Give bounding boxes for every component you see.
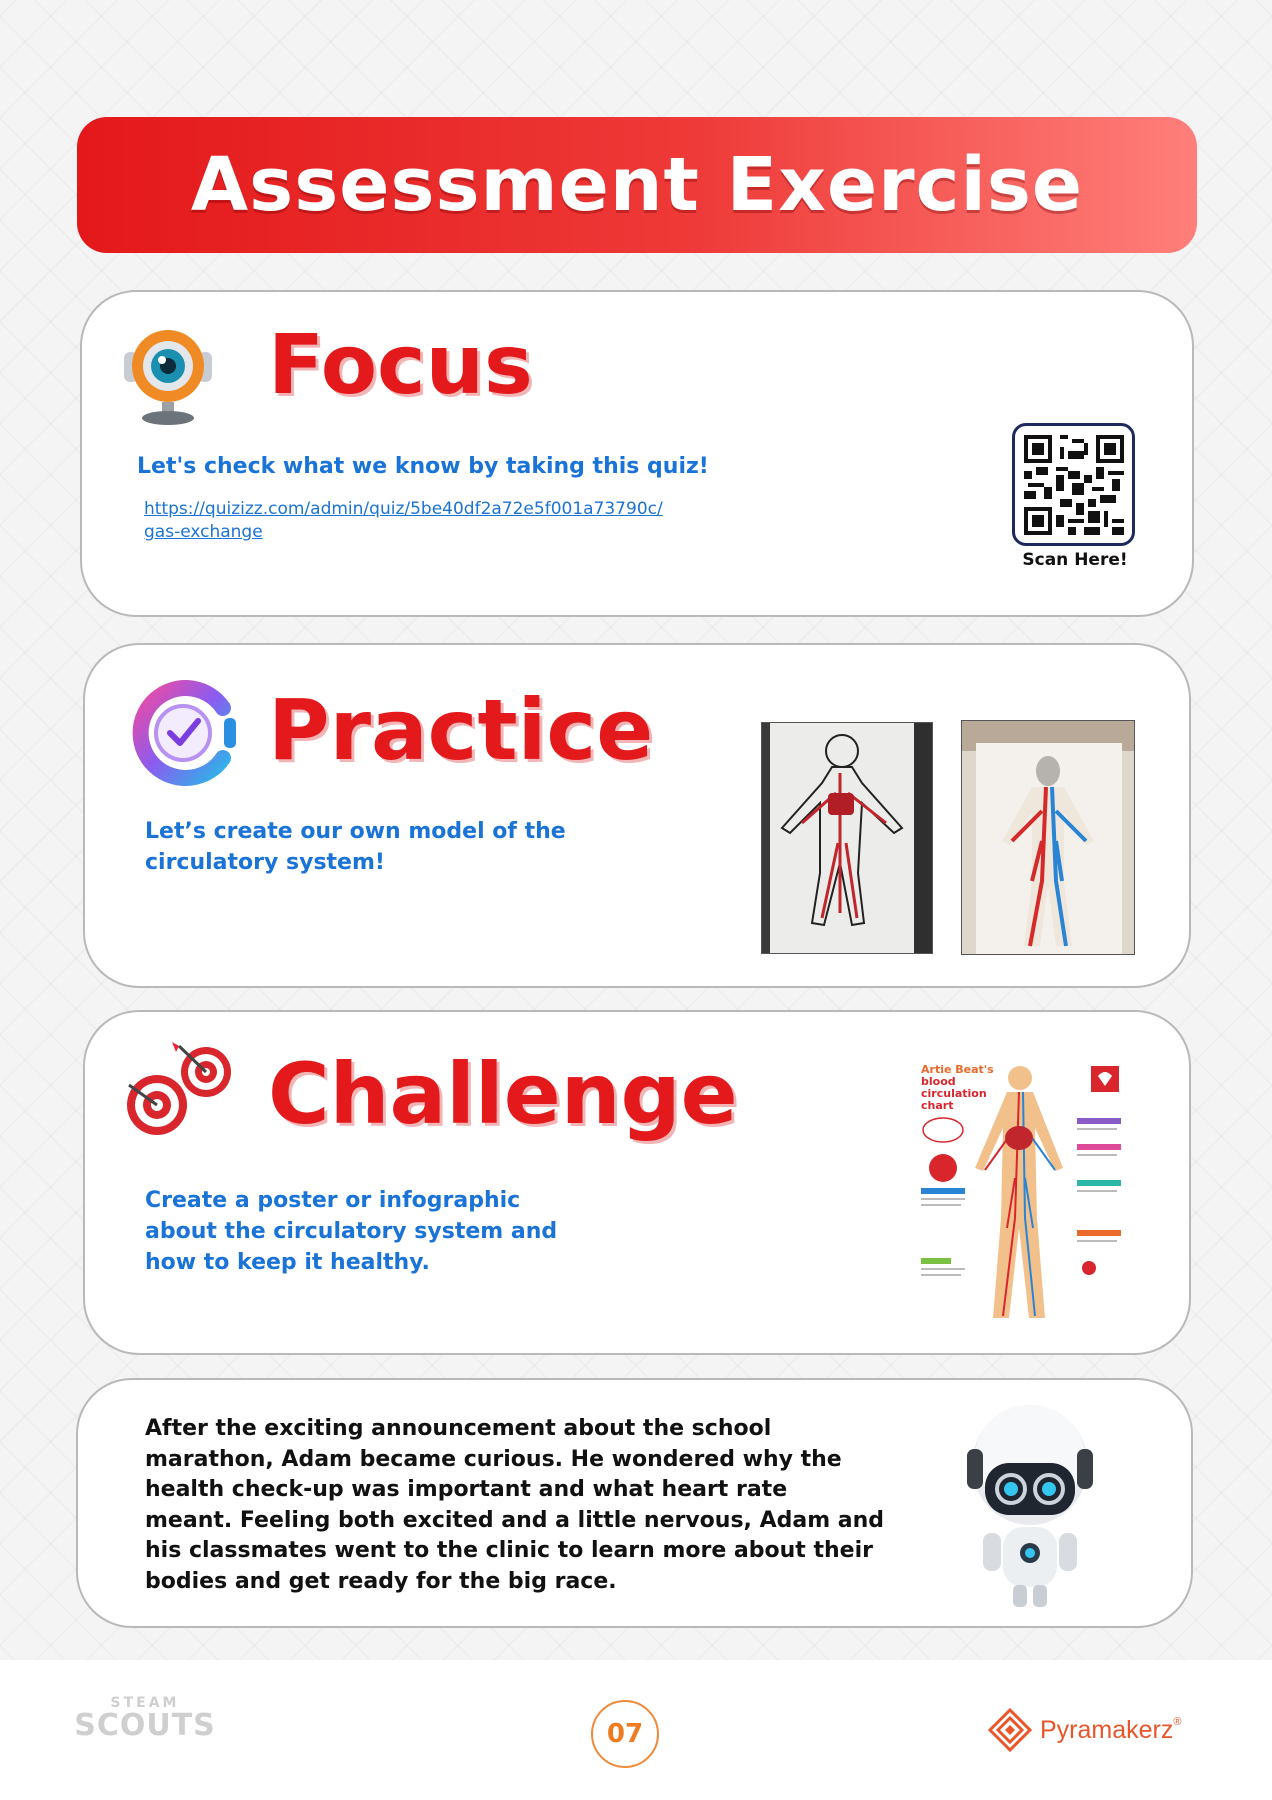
target-dart-icon bbox=[124, 1040, 239, 1140]
quiz-link-line-1[interactable]: https://quizizz.com/admin/quiz/5be40df2a… bbox=[144, 499, 663, 519]
practice-instruction: Let’s create our own model of the circul… bbox=[145, 816, 566, 878]
practice-instruction-line-2: circulatory system! bbox=[145, 850, 385, 875]
page-number: 07 bbox=[591, 1700, 659, 1768]
pyramakerz-brand: Pyramakerz® bbox=[1040, 1716, 1181, 1745]
quiz-link[interactable]: https://quizizz.com/admin/quiz/5be40df2a… bbox=[144, 498, 663, 544]
story-line-4: meant. Feeling both excited and a little… bbox=[145, 1507, 885, 1533]
quiz-link-line-2[interactable]: gas-exchange bbox=[144, 522, 263, 542]
pyramakerz-name: Pyramakerz bbox=[1040, 1715, 1174, 1744]
circulatory-model-photo-2 bbox=[961, 720, 1135, 955]
challenge-instruction-line-3: how to keep it healthy. bbox=[145, 1250, 430, 1275]
focus-card bbox=[80, 290, 1194, 617]
pyramakerz-diamond-icon bbox=[988, 1708, 1032, 1752]
poster-title-line-4: chart bbox=[921, 1099, 954, 1112]
circulation-chart-poster: Artie Beat's blood circulation chart bbox=[915, 1058, 1127, 1338]
qr-code[interactable] bbox=[1012, 423, 1135, 546]
qr-scan-label: Scan Here! bbox=[1022, 550, 1128, 570]
steam-logo-bottom: SCOUTS bbox=[74, 1708, 216, 1743]
challenge-instruction-line-2: about the circulatory system and bbox=[145, 1219, 558, 1244]
story-line-1: After the exciting announcement about th… bbox=[145, 1416, 772, 1441]
story-line-5: his classmates went to the clinic to lea… bbox=[145, 1538, 873, 1563]
registered-mark: ® bbox=[1173, 1715, 1182, 1728]
pyramakerz-logo: Pyramakerz® bbox=[988, 1708, 1181, 1752]
steam-logo-top: STEAM bbox=[110, 1695, 180, 1711]
webcam-robot-icon bbox=[118, 318, 218, 428]
title-banner: Assessment Exercise bbox=[77, 117, 1197, 253]
focus-heading: Focus bbox=[268, 318, 533, 413]
focus-instruction: Let's check what we know by taking this … bbox=[137, 454, 709, 479]
page-title: Assessment Exercise bbox=[190, 142, 1084, 228]
story-line-3: health check-up was important and what h… bbox=[145, 1477, 788, 1502]
poster-title-line-1: Artie Beat's bbox=[921, 1063, 994, 1076]
poster-title-line-2: blood bbox=[921, 1075, 956, 1088]
robot-mascot-icon bbox=[955, 1395, 1105, 1613]
steam-scouts-logo: STEAM SCOUTS bbox=[70, 1695, 220, 1741]
circulatory-model-photo-1 bbox=[761, 722, 933, 954]
poster-title-line-3: circulation bbox=[921, 1087, 987, 1100]
challenge-instruction-line-1: Create a poster or infographic bbox=[145, 1188, 521, 1213]
story-line-6: bodies and get ready for the big race. bbox=[145, 1568, 617, 1594]
challenge-instruction: Create a poster or infographic about the… bbox=[145, 1185, 557, 1278]
challenge-heading: Challenge bbox=[268, 1045, 738, 1143]
story-line-2: marathon, Adam became curious. He wonder… bbox=[145, 1446, 842, 1472]
story-paragraph: After the exciting announcement about th… bbox=[145, 1414, 925, 1597]
clock-check-icon bbox=[128, 678, 243, 788]
practice-instruction-line-1: Let’s create our own model of the bbox=[145, 819, 566, 844]
practice-heading: Practice bbox=[268, 681, 654, 779]
